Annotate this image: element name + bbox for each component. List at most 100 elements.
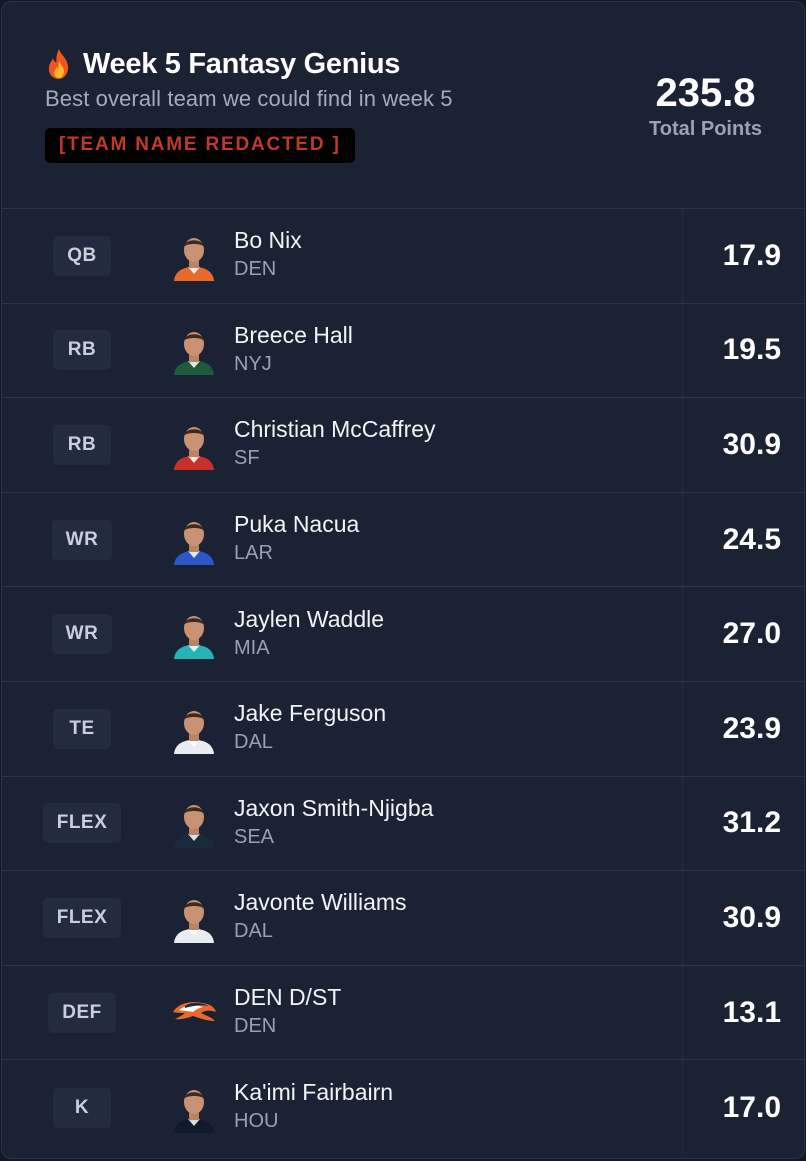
player-headshot-icon — [159, 798, 229, 849]
total-points-value: 235.8 — [655, 71, 756, 115]
roster-row[interactable]: DEF DEN D/ST DEN 13.1 — [2, 965, 804, 1061]
player-team: HOU — [234, 1110, 279, 1133]
player-info: Jake Ferguson DAL — [229, 698, 682, 755]
player-headshot-icon — [159, 231, 229, 281]
player-headshot-icon — [159, 325, 229, 376]
player-team: DEN — [234, 258, 277, 281]
player-name[interactable]: Jaylen Waddle — [234, 605, 385, 632]
roster-row[interactable]: FLEX Jaxon Smith-Njigba SEA 31.2 — [2, 776, 804, 872]
player-info: Puka Nacua LAR — [229, 509, 682, 566]
roster-row[interactable]: QB Bo Nix DEN 17.9 — [2, 209, 804, 304]
points-cell: 19.5 — [682, 303, 804, 398]
position-cell: RB — [2, 424, 162, 465]
player-team: DAL — [234, 731, 273, 754]
position-cell: QB — [2, 235, 162, 276]
roster-row[interactable]: FLEX Javonte Williams DAL 30.9 — [2, 871, 804, 966]
player-points: 24.5 — [722, 522, 781, 556]
position-cell: DEF — [2, 992, 162, 1033]
roster-row[interactable]: RB Breece Hall NYJ 19.5 — [2, 303, 804, 399]
position-badge: K — [53, 1087, 111, 1128]
player-team: DAL — [234, 920, 273, 943]
player-points: 30.9 — [722, 900, 781, 934]
team-name-badge: [TEAM NAME REDACTED ] — [45, 128, 355, 163]
points-cell: 17.9 — [682, 209, 804, 303]
page-title: Week 5 Fantasy Genius — [83, 47, 401, 80]
player-name[interactable]: DEN D/ST — [234, 984, 342, 1011]
player-points: 17.9 — [722, 238, 781, 272]
position-cell: WR — [2, 519, 162, 560]
player-name[interactable]: Javonte Williams — [234, 889, 407, 916]
roster-row[interactable]: RB Christian McCaffrey SF 30.9 — [2, 398, 804, 493]
points-cell: 13.1 — [682, 965, 804, 1060]
position-cell: K — [2, 1087, 162, 1128]
player-team: DEN — [234, 1015, 277, 1038]
player-headshot-icon — [159, 515, 229, 565]
roster-row[interactable]: K Ka'imi Fairbairn HOU 17.0 — [2, 1060, 804, 1155]
position-badge: WR — [51, 519, 113, 560]
player-headshot-icon — [159, 609, 229, 660]
title-row: Week 5 Fantasy Genius — [45, 44, 804, 84]
position-badge: WR — [51, 614, 113, 655]
player-team: MIA — [234, 636, 270, 659]
player-name[interactable]: Christian McCaffrey — [234, 416, 436, 443]
fire-icon — [48, 49, 69, 79]
player-team: LAR — [234, 542, 273, 565]
position-badge: DEF — [48, 992, 116, 1033]
player-info: Jaylen Waddle MIA — [229, 604, 682, 661]
position-cell: TE — [2, 708, 162, 749]
player-info: DEN D/ST DEN — [229, 982, 682, 1039]
player-points: 30.9 — [722, 427, 781, 461]
position-cell: RB — [2, 330, 162, 371]
player-headshot-icon — [159, 420, 229, 470]
position-badge: FLEX — [42, 803, 122, 844]
points-cell: 27.0 — [682, 587, 804, 681]
position-badge: RB — [53, 424, 111, 465]
position-cell: FLEX — [2, 897, 162, 938]
player-points: 23.9 — [722, 711, 781, 745]
player-team: NYJ — [234, 352, 272, 375]
position-badge: TE — [53, 708, 111, 749]
total-points-label: Total Points — [649, 118, 762, 140]
player-name[interactable]: Bo Nix — [234, 227, 302, 254]
player-info: Javonte Williams DAL — [229, 887, 682, 944]
position-cell: FLEX — [2, 803, 162, 844]
player-info: Ka'imi Fairbairn HOU — [229, 1077, 682, 1134]
card-header: Week 5 Fantasy Genius Best overall team … — [2, 2, 804, 209]
page-subtitle: Best overall team we could find in week … — [45, 86, 453, 111]
player-info: Breece Hall NYJ — [229, 320, 682, 377]
player-headshot-icon — [159, 1083, 229, 1133]
player-name[interactable]: Ka'imi Fairbairn — [234, 1079, 394, 1106]
position-badge: RB — [53, 330, 111, 371]
player-name[interactable]: Breece Hall — [234, 321, 353, 348]
player-team: SEA — [234, 825, 275, 848]
points-cell: 30.9 — [682, 398, 804, 492]
points-cell: 23.9 — [682, 681, 804, 776]
player-headshot-icon — [159, 893, 229, 943]
player-name[interactable]: Jaxon Smith-Njigba — [234, 794, 434, 821]
player-info: Bo Nix DEN — [229, 225, 682, 282]
roster-row[interactable]: TE Jake Ferguson DAL 23.9 — [2, 681, 804, 777]
player-points: 27.0 — [722, 617, 781, 651]
player-info: Christian McCaffrey SF — [229, 414, 682, 471]
points-cell: 24.5 — [682, 492, 804, 587]
roster-list: QB Bo Nix DEN 17.9 RB Breece Hall NYJ 19.5 RB Chr… — [2, 209, 804, 1155]
player-headshot-icon — [159, 704, 229, 754]
player-name[interactable]: Puka Nacua — [234, 511, 360, 538]
position-cell: WR — [2, 614, 162, 655]
position-badge: FLEX — [42, 897, 122, 938]
player-points: 13.1 — [722, 995, 781, 1029]
player-info: Jaxon Smith-Njigba SEA — [229, 793, 682, 850]
broncos-logo-icon — [159, 988, 229, 1038]
points-cell: 31.2 — [682, 776, 804, 871]
player-points: 31.2 — [722, 806, 781, 840]
player-name[interactable]: Jake Ferguson — [234, 700, 387, 727]
roster-row[interactable]: WR Puka Nacua LAR 24.5 — [2, 492, 804, 588]
player-team: SF — [234, 447, 260, 470]
player-points: 17.0 — [722, 1090, 781, 1124]
total-points-block: 235.8 Total Points — [649, 70, 762, 141]
points-cell: 17.0 — [682, 1060, 804, 1155]
roster-row[interactable]: WR Jaylen Waddle MIA 27.0 — [2, 587, 804, 682]
player-points: 19.5 — [722, 333, 781, 367]
position-badge: QB — [53, 235, 111, 276]
